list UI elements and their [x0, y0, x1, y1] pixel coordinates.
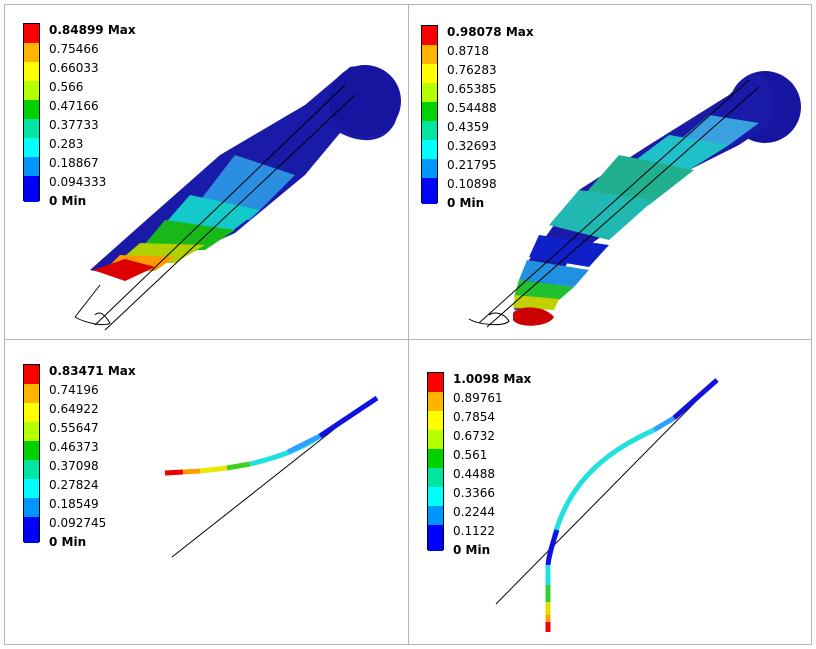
legend-value: 0.2244 — [453, 505, 495, 519]
legend-value: 0.74196 — [49, 383, 99, 397]
legend-value: 0.27824 — [49, 478, 99, 492]
legend-value: 0.566 — [49, 80, 84, 94]
band-darkblue — [529, 235, 609, 267]
beam-seg-orange — [182, 468, 201, 475]
undeformed-outline — [74, 84, 356, 331]
blade-deformation-view — [74, 65, 401, 331]
viewport-top-right[interactable]: 0.98078 Max 0.8718 0.76283 0.65385 0.544… — [408, 4, 812, 340]
legend-color-bar — [23, 364, 40, 543]
legend-value: 0.10898 — [447, 177, 497, 191]
legend-value: 0.64922 — [49, 402, 99, 416]
band-yellow — [513, 295, 559, 310]
undeformed-line — [495, 381, 716, 605]
legend-value: 0.75466 — [49, 42, 99, 56]
beam-seg-green — [226, 461, 251, 471]
legend-value: 0.7854 — [453, 410, 495, 424]
beam-seg-red — [164, 469, 184, 476]
band-teal — [584, 155, 694, 205]
beam-seg-lightblue — [652, 415, 676, 433]
beam-seg-blue-mid — [545, 529, 560, 566]
legend-color-bar — [23, 23, 40, 202]
legend-value: 0.47166 — [49, 99, 99, 113]
legend-color-bar — [421, 25, 438, 204]
legend-color-bar — [427, 372, 444, 551]
beam-seg-cyan — [551, 427, 656, 539]
beam-seg-blue — [318, 395, 379, 439]
legend-max: 0.98078 Max — [447, 25, 534, 39]
legend-value: 0.32693 — [447, 139, 497, 153]
beam-deformation-view — [164, 395, 379, 558]
legend-value: 0.65385 — [447, 82, 497, 96]
legend-value: 0.8718 — [447, 44, 489, 58]
legend-value: 0.55647 — [49, 421, 99, 435]
blade-root — [329, 65, 401, 137]
band-cyan — [629, 135, 729, 170]
legend-value: 0.092745 — [49, 516, 107, 530]
legend-max: 0.83471 Max — [49, 364, 136, 378]
viewport-bottom-left[interactable]: 0.83471 Max 0.74196 0.64922 0.55647 0.46… — [4, 339, 409, 645]
legend-value: 0.46373 — [49, 440, 99, 454]
legend-value: 0.37098 — [49, 459, 99, 473]
legend-value: 0.18867 — [49, 156, 99, 170]
beam-seg-blue-top — [672, 378, 719, 420]
viewport-top-left[interactable]: 0.84899 Max 0.75466 0.66033 0.566 0.4716… — [4, 4, 409, 340]
band-green — [514, 280, 574, 300]
legend-max: 0.84899 Max — [49, 23, 136, 37]
beam-seg-yellow — [199, 465, 228, 474]
legend-value: 0.4488 — [453, 467, 495, 481]
legend-min: 0 Min — [49, 535, 87, 549]
band-lightblue — [674, 115, 759, 145]
legend-min: 0 Min — [49, 194, 87, 208]
legend-min: 0 Min — [453, 543, 491, 557]
legend-value: 0.4359 — [447, 120, 489, 134]
undeformed-outline — [468, 79, 760, 328]
legend-value: 0.37733 — [49, 118, 99, 132]
legend-value: 0.1122 — [453, 524, 495, 538]
legend-value: 0.283 — [49, 137, 84, 151]
legend-value: 0.54488 — [447, 101, 497, 115]
legend-value: 0.18549 — [49, 497, 99, 511]
legend-value: 0.66033 — [49, 61, 99, 75]
legend-value: 0.89761 — [453, 391, 503, 405]
band-lightblue2 — [519, 260, 589, 287]
band-red — [513, 307, 554, 326]
legend-value: 0.094333 — [49, 175, 107, 189]
legend-value: 0.6732 — [453, 429, 495, 443]
viewport-bottom-right[interactable]: 1.0098 Max 0.89761 0.7854 0.6732 0.561 0… — [408, 339, 812, 645]
legend-min: 0 Min — [447, 196, 485, 210]
beam-deformation-view — [495, 378, 719, 632]
legend-max: 1.0098 Max — [453, 372, 532, 386]
legend-value: 0.76283 — [447, 63, 497, 77]
legend-value: 0.21795 — [447, 158, 497, 172]
beam-seg-lightblue — [286, 433, 322, 455]
legend-value: 0.561 — [453, 448, 488, 462]
band-red — [93, 259, 155, 281]
legend-value: 0.3366 — [453, 486, 495, 500]
band-green — [140, 220, 235, 250]
blade-deformation-view — [468, 71, 801, 328]
